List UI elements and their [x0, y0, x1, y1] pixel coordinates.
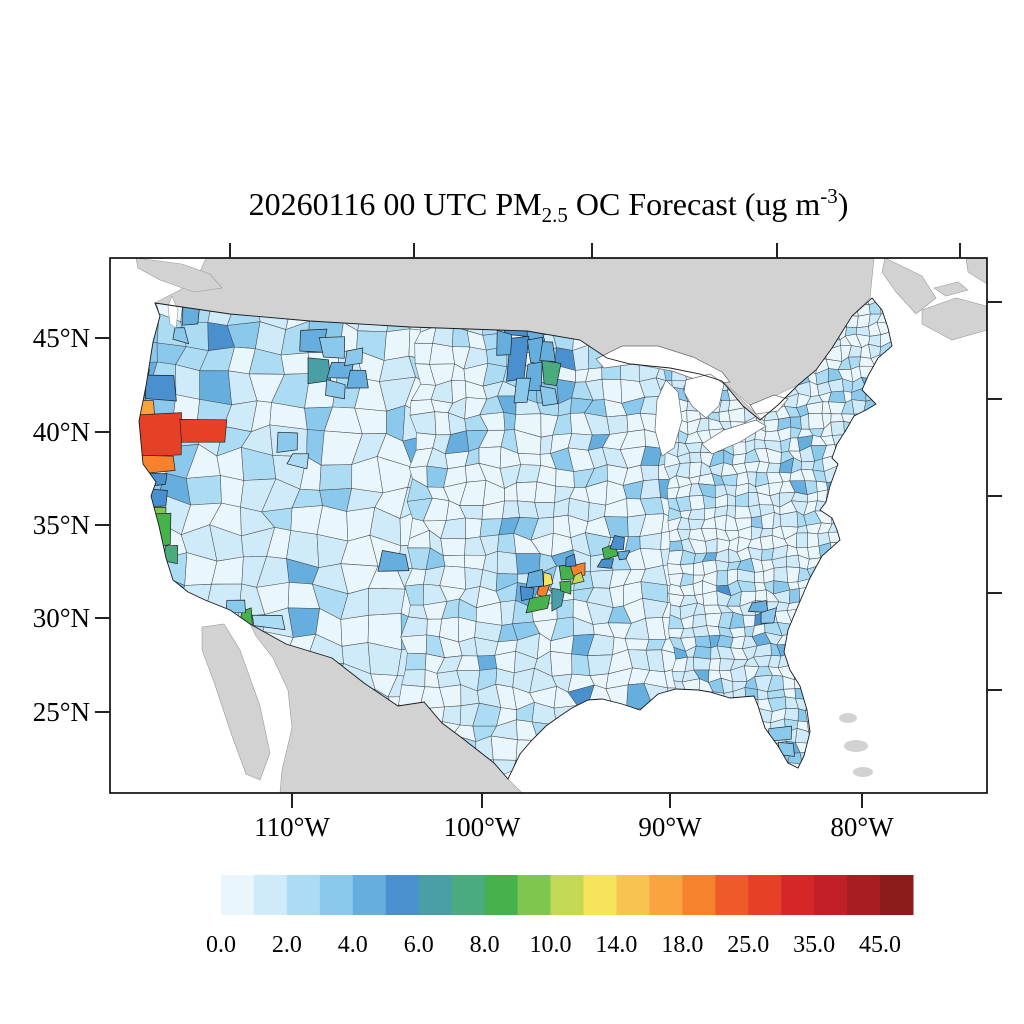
county-montana-blue-6	[325, 379, 346, 400]
lon-label: 110°W	[254, 812, 330, 842]
lon-label: 90°W	[638, 812, 702, 842]
county-minnesota-blue-9	[539, 385, 559, 407]
county-okar-green-3	[559, 580, 572, 595]
title-superscript: -3	[820, 184, 838, 208]
vancouver-island	[135, 257, 223, 293]
plot-title: 20260116 00 UTC PM2.5 OC Forecast (ug m-…	[110, 184, 987, 226]
colorbar-label: 4.0	[338, 932, 368, 958]
lat-label: 30°N	[33, 603, 90, 633]
county-sc-coast-blue-2	[760, 607, 777, 624]
bahamas-island	[853, 767, 873, 777]
us-outline	[138, 297, 893, 780]
county-idaho-blue-2	[286, 453, 309, 470]
colorbar-segment	[550, 875, 584, 915]
county-idaho-blue-1	[276, 431, 298, 453]
county-norcal-fire-blue-n	[145, 374, 177, 402]
great-lake	[701, 419, 767, 455]
colorbar-segment	[814, 875, 848, 915]
colorbar-segment	[253, 875, 288, 915]
colorbar-label: 18.0	[661, 932, 703, 958]
county-okar-blue-2	[519, 586, 535, 602]
colorbar: 0.0 2.0 4.0 6.0 8.0 10.0 14.0 18.0 25.0 35.0 45.0	[206, 875, 914, 958]
lat-label: 35°N	[33, 510, 90, 540]
map-area	[110, 257, 988, 794]
baja-california	[201, 623, 271, 781]
county-okar-blue-3	[565, 553, 577, 567]
county-okar-green-1	[525, 594, 551, 614]
title-text-3: )	[837, 186, 849, 222]
colorbar-segment	[748, 875, 782, 915]
county-minnesota-blue-8	[513, 377, 531, 404]
county-montana-blue-2	[318, 336, 346, 359]
county-norcal-fire-red-east	[179, 419, 228, 443]
colorbar-segment	[319, 875, 354, 915]
colorbar-segment	[385, 875, 420, 915]
colorbar-segment	[517, 875, 552, 915]
county-okar-blue-6	[617, 550, 631, 561]
colorbar-label: 14.0	[595, 932, 637, 958]
county-minnesota-blue-4	[496, 329, 513, 356]
colorbar-segment	[286, 875, 321, 915]
colorbar-label: 10.0	[530, 932, 572, 958]
colorbar-label: 35.0	[793, 932, 835, 958]
great-lake	[749, 394, 789, 415]
colorbar-segment	[352, 875, 387, 915]
lon-label: 100°W	[444, 812, 521, 842]
colorbar-label: 6.0	[404, 932, 434, 958]
lat-label: 25°N	[33, 697, 90, 727]
lat-label: 40°N	[33, 417, 90, 447]
great-lake	[654, 379, 683, 457]
colorbar-segment	[583, 875, 617, 915]
lon-label: 80°W	[830, 812, 894, 842]
county-montana-blue-4	[344, 347, 364, 367]
bahamas-island	[839, 713, 857, 723]
colorbar-label: 0.0	[206, 932, 236, 958]
colorbar-segment	[847, 875, 881, 915]
county-okar-blue-5	[596, 558, 614, 569]
axes: 45°N 40°N 35°N 30°N 25°N 110°W 100°W 90°W 80°W	[33, 243, 1002, 842]
county-montana-blue-5	[346, 369, 369, 389]
colorbar-segment	[221, 875, 255, 915]
great-lake	[595, 345, 731, 385]
colorbar-label: 8.0	[470, 932, 500, 958]
prince-edward-island	[933, 281, 969, 297]
title-text-2: OC Forecast (ug m	[567, 186, 821, 222]
colorbar-segment	[649, 875, 683, 915]
colorbar-label: 2.0	[272, 932, 302, 958]
bahamas-island	[844, 740, 868, 752]
county-uinta-basin-blue	[377, 550, 410, 572]
colorbar-segment	[418, 875, 453, 915]
colorbar-label: 45.0	[859, 932, 901, 958]
county-okar-blue-4	[609, 535, 625, 551]
colorbar-segment	[781, 875, 815, 915]
puget-sound	[167, 295, 179, 329]
colorbar-segment	[715, 875, 749, 915]
colorbar-segment	[880, 875, 914, 915]
lat-label: 45°N	[33, 323, 90, 353]
colorbar-segment	[484, 875, 519, 915]
county-minnesota-green	[541, 359, 562, 386]
great-lake	[683, 373, 725, 419]
colorbar-label: 25.0	[727, 932, 769, 958]
county-okar-yellowgreen	[571, 571, 585, 585]
county-okar-yellow-1	[543, 572, 554, 587]
county-socal-blue-coast	[251, 614, 286, 631]
colorbar-segment	[451, 875, 486, 915]
county-minnesota-blue-6	[539, 341, 556, 362]
new-brunswick	[881, 257, 937, 315]
county-norcal-fire-red-west	[139, 412, 182, 458]
title-subscript: 2.5	[541, 203, 568, 227]
title-text-1: 20260116 00 UTC PM	[248, 186, 542, 222]
county-puget-blue-2	[172, 327, 190, 345]
colorbar-segment	[616, 875, 650, 915]
colorbar-segment	[682, 875, 716, 915]
